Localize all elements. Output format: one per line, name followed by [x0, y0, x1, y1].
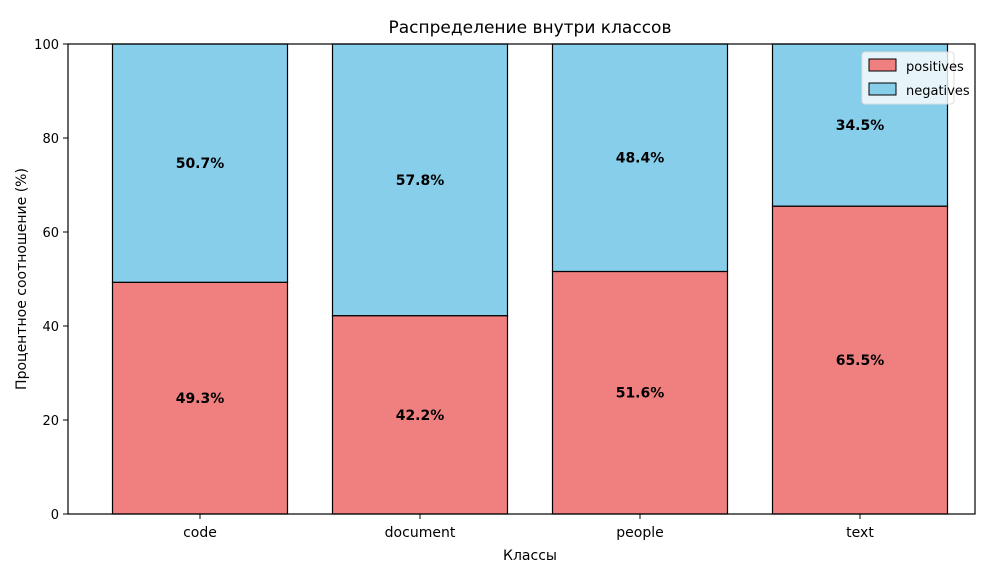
legend-label-positives: positives — [906, 60, 964, 75]
legend-swatch-positives — [868, 58, 897, 72]
x-tick-label: document — [385, 525, 456, 541]
x-axis-label: Классы — [503, 548, 557, 564]
legend: positives negatives — [861, 51, 970, 105]
chart-title: Распределение внутри классов — [389, 18, 672, 38]
data-label-positives-people: 51.6% — [616, 386, 665, 402]
bar-positives-text — [771, 205, 949, 515]
data-label-positives-text: 65.5% — [836, 353, 885, 369]
data-label-negatives-people: 48.4% — [616, 151, 665, 167]
legend-swatch-negatives — [868, 82, 897, 96]
x-tick-label: text — [846, 525, 874, 541]
data-label-positives-code: 49.3% — [176, 391, 225, 407]
y-tick-label: 20 — [42, 414, 59, 429]
bar-negatives-code — [111, 43, 289, 283]
y-tick-label: 0 — [51, 508, 59, 523]
data-label-positives-document: 42.2% — [396, 408, 445, 424]
y-tick-label: 40 — [42, 320, 59, 335]
y-tick-label: 60 — [42, 226, 59, 241]
data-label-negatives-document: 57.8% — [396, 173, 445, 189]
bar-positives-people — [551, 270, 729, 515]
y-tick-label: 100 — [34, 38, 59, 53]
y-axis-label: Процентное соотношение (%) — [14, 168, 30, 390]
data-label-negatives-code: 50.7% — [176, 156, 225, 172]
bar-negatives-document — [331, 43, 509, 317]
legend-label-negatives: negatives — [906, 84, 970, 99]
x-tick-label: people — [616, 525, 663, 541]
y-tick-label: 80 — [42, 132, 59, 147]
bar-positives-code — [111, 281, 289, 515]
x-tick-label: code — [183, 525, 217, 541]
bar-negatives-people — [551, 43, 729, 273]
plot-frame — [67, 43, 976, 515]
data-label-negatives-text: 34.5% — [836, 118, 885, 134]
